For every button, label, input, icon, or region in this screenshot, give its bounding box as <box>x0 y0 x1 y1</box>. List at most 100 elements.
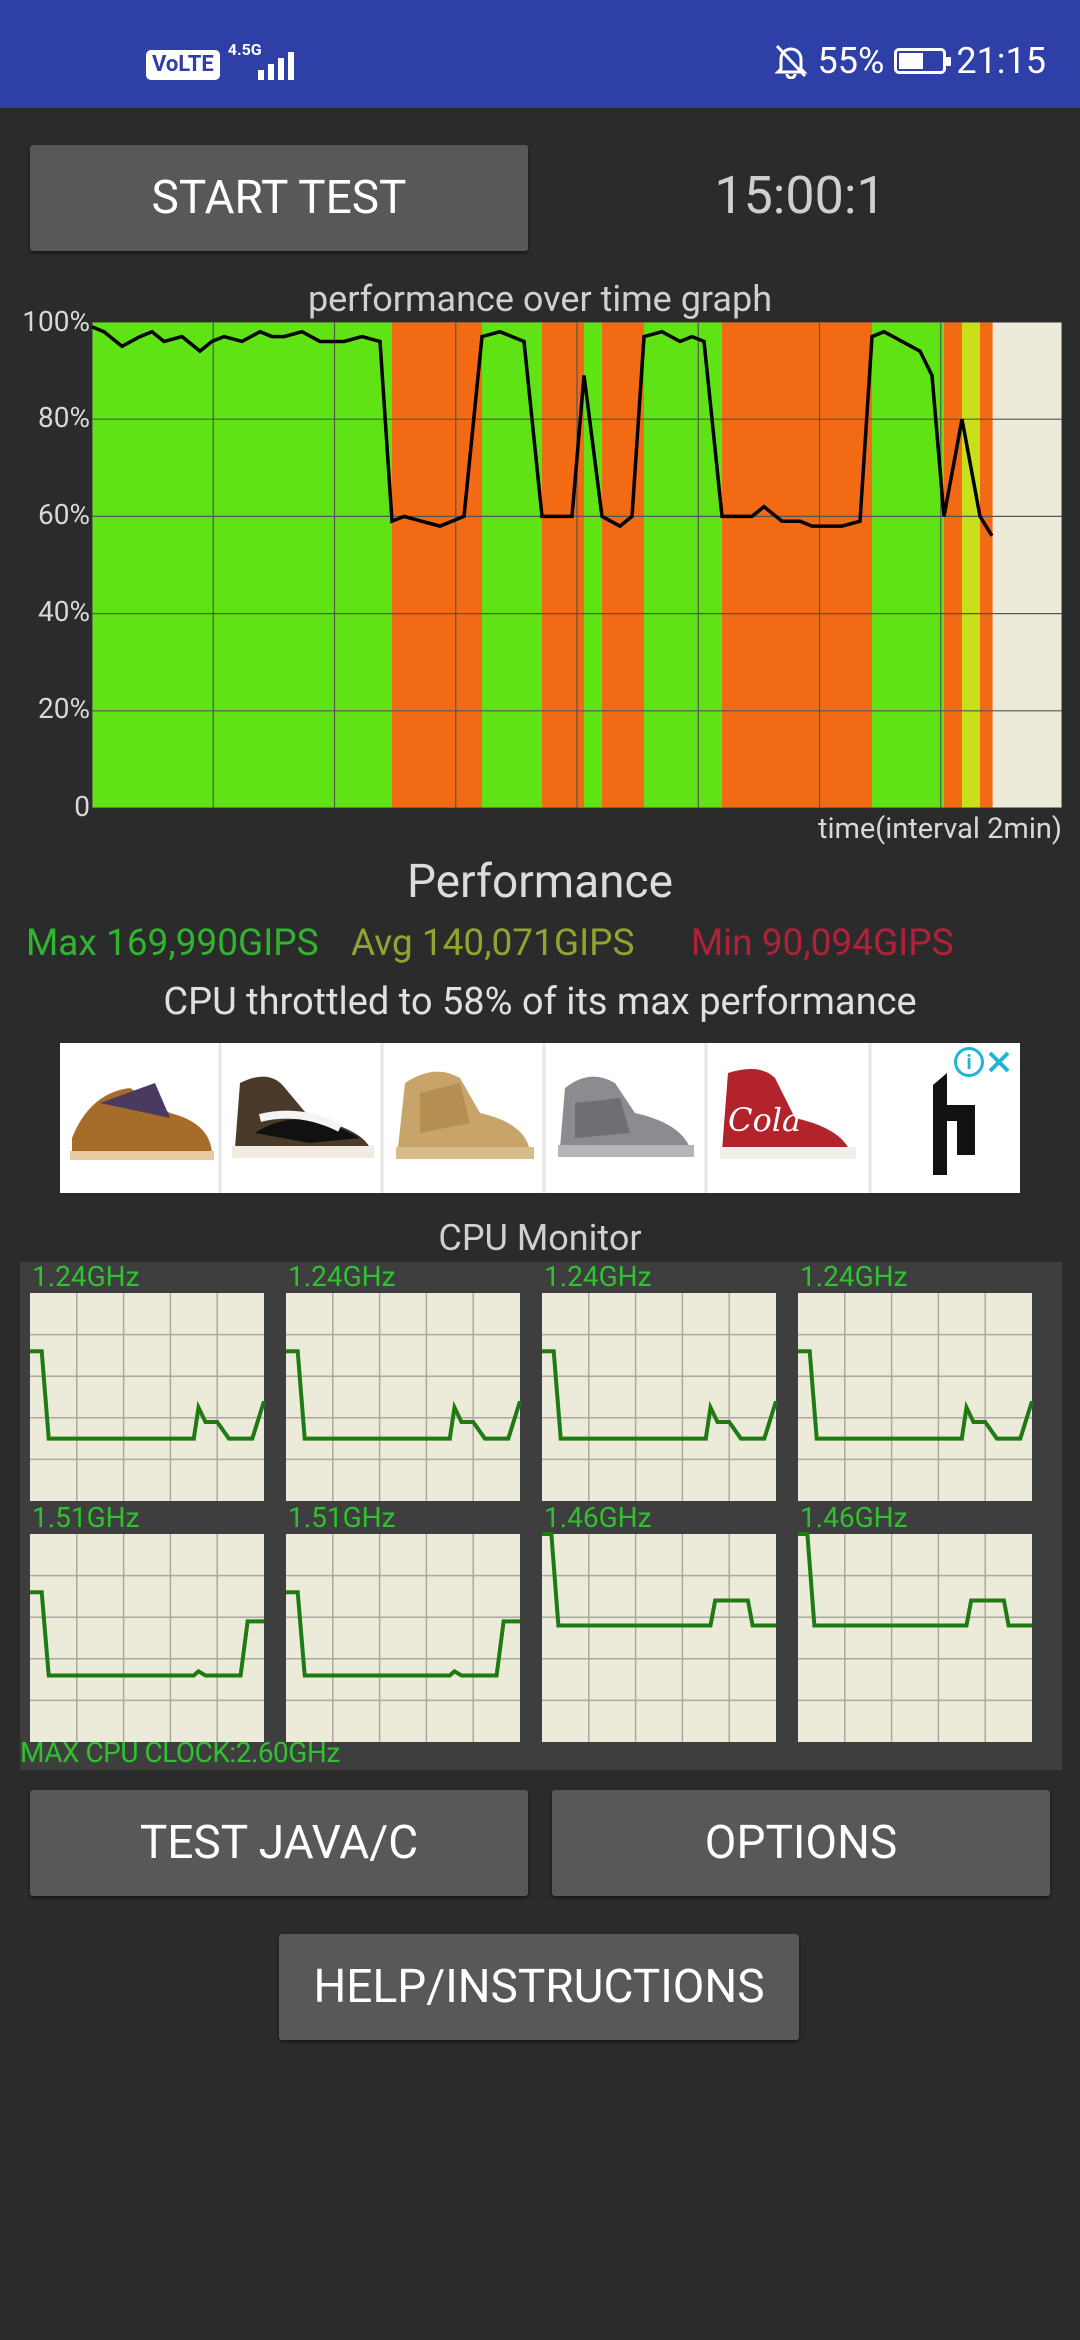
cpu-core-trace <box>30 1349 266 1441</box>
cpu-core-trace <box>542 1532 776 1628</box>
performance-bar <box>524 322 543 808</box>
cpu-core-graph <box>542 1532 776 1742</box>
status-right: 55% 21:15 <box>773 40 1046 82</box>
ad-sneakers-image[interactable]: Cola <box>60 1043 1020 1193</box>
start-test-button[interactable]: START TEST <box>30 145 528 251</box>
bell-off-icon <box>773 44 808 79</box>
performance-bar <box>902 322 921 808</box>
y-tick-40: 40% <box>38 595 90 628</box>
performance-bar <box>362 322 381 808</box>
cpu-core-graph <box>286 1534 520 1742</box>
cpu-core-graph <box>798 1293 1034 1501</box>
battery-icon <box>894 48 952 74</box>
performance-bar <box>242 322 261 808</box>
cpu-core-frequency: 1.24GHz <box>32 1260 140 1293</box>
performance-bar <box>380 322 393 808</box>
options-button[interactable]: OPTIONS <box>552 1790 1050 1896</box>
y-tick-60: 60% <box>38 498 90 531</box>
performance-bar <box>704 322 723 808</box>
performance-bar <box>644 322 663 808</box>
performance-bar <box>932 322 945 808</box>
y-tick-0: 0 <box>74 790 90 823</box>
performance-line <box>92 325 994 537</box>
cpu-core-trace <box>30 1590 264 1678</box>
cpu-core-frequency: 1.51GHz <box>288 1501 396 1534</box>
cpu-core-frequency: 1.24GHz <box>544 1260 652 1293</box>
battery-percent: 55% <box>817 40 885 82</box>
cpu-core-frequency: 1.46GHz <box>544 1501 652 1534</box>
status-bar: VoLTE 4.5G 55% 21:15 <box>0 0 1080 108</box>
throttle-text: CPU throttled to 58% of its max performa… <box>163 980 917 1024</box>
test-java-c-button[interactable]: TEST JAVA/C <box>30 1790 528 1896</box>
max-cpu-clock: MAX CPU CLOCK:2.60GHz <box>20 1736 340 1769</box>
performance-title: Performance <box>406 855 674 909</box>
performance-bar <box>662 322 681 808</box>
performance-bar <box>572 322 585 808</box>
performance-bar <box>440 322 453 808</box>
performance-bar <box>344 322 363 808</box>
max-gips: Max 169,990GIPS <box>26 922 319 965</box>
cpu-core-graph <box>798 1532 1032 1742</box>
sneaker-3 <box>396 1071 534 1159</box>
performance-bar <box>884 322 903 808</box>
performance-bar <box>212 322 225 808</box>
performance-bar <box>224 322 243 808</box>
performance-bar <box>782 322 801 808</box>
cpu-monitor-graphs <box>30 1293 1034 1742</box>
cpu-core-trace <box>798 1532 1032 1628</box>
cpu-core-trace <box>286 1590 520 1678</box>
performance-bar <box>842 322 861 808</box>
performance-bar <box>980 322 993 808</box>
performance-bar <box>632 322 645 808</box>
performance-bar <box>404 322 423 808</box>
performance-bar <box>152 322 165 808</box>
performance-graph <box>92 322 1062 808</box>
performance-bar <box>920 322 933 808</box>
performance-bar <box>164 322 183 808</box>
performance-bar <box>860 322 873 808</box>
ad-brand-logo <box>933 1073 975 1175</box>
performance-bar <box>422 322 441 808</box>
cpu-core-frequency: 1.46GHz <box>800 1501 908 1534</box>
performance-bar <box>122 322 141 808</box>
ad-close-icon[interactable] <box>984 1047 1014 1077</box>
performance-bar <box>302 322 321 808</box>
performance-bar <box>560 322 573 808</box>
performance-bar <box>620 322 633 808</box>
performance-bar <box>752 322 765 808</box>
cpu-core-frequency: 1.24GHz <box>800 1260 908 1293</box>
test-timer: 15:00:1 <box>714 165 886 226</box>
ad-banner[interactable]: Cola i <box>60 1043 1020 1193</box>
cpu-core-frequency: 1.51GHz <box>32 1501 140 1534</box>
performance-bar <box>92 322 105 808</box>
performance-bar <box>944 322 963 808</box>
cpu-monitor-panel: 1.24GHz 1.24GHz 1.24GHz 1.24GHz 1.51GHz 1.51G… <box>20 1260 1062 1770</box>
performance-bar <box>320 322 333 808</box>
performance-bar <box>392 322 405 808</box>
performance-bar <box>512 322 525 808</box>
performance-bar <box>104 322 123 808</box>
performance-bar <box>500 322 513 808</box>
network-label: 4.5G <box>227 40 262 59</box>
ad-info-icon[interactable]: i <box>954 1047 984 1077</box>
cpu-core-trace <box>542 1349 778 1441</box>
performance-bar <box>140 322 153 808</box>
cpu-core-trace <box>286 1349 522 1441</box>
cpu-monitor-title: CPU Monitor <box>438 1217 642 1259</box>
volte-icon: VoLTE <box>146 50 220 80</box>
cpu-core-frequency: 1.24GHz <box>288 1260 396 1293</box>
y-tick-100: 100% <box>22 305 90 338</box>
graph-x-label: time(interval 2min) <box>817 812 1062 846</box>
performance-bar <box>260 322 273 808</box>
performance-bar <box>464 322 483 808</box>
performance-bar <box>962 322 981 808</box>
avg-gips: Avg 140,071GIPS <box>350 922 635 965</box>
y-tick-20: 20% <box>38 692 90 725</box>
sneaker-1 <box>70 1083 214 1160</box>
sneaker-5: Cola <box>720 1069 856 1159</box>
performance-bar <box>284 322 303 808</box>
help-instructions-button[interactable]: HELP/INSTRUCTIONS <box>279 1934 799 2040</box>
graph-title: performance over time graph <box>307 278 773 320</box>
cpu-core-trace <box>798 1349 1034 1441</box>
performance-bar <box>800 322 813 808</box>
